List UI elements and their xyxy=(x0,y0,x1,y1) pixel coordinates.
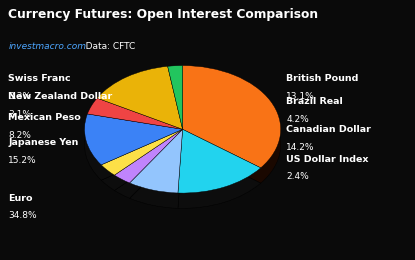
Text: 2.4%: 2.4% xyxy=(286,172,309,181)
Text: 15.2%: 15.2% xyxy=(8,156,37,165)
Text: 13.1%: 13.1% xyxy=(286,92,315,101)
Wedge shape xyxy=(97,66,183,129)
Wedge shape xyxy=(85,129,183,180)
Text: New Zealand Dollar: New Zealand Dollar xyxy=(8,92,112,101)
Text: 3.1%: 3.1% xyxy=(8,110,31,119)
Wedge shape xyxy=(115,145,183,198)
Text: US Dollar Index: US Dollar Index xyxy=(286,155,369,164)
Wedge shape xyxy=(129,145,183,208)
Text: Currency Futures: Open Interest Comparison: Currency Futures: Open Interest Comparis… xyxy=(8,8,318,21)
Wedge shape xyxy=(88,113,183,145)
Wedge shape xyxy=(168,81,183,145)
Wedge shape xyxy=(115,129,183,183)
Wedge shape xyxy=(129,129,183,193)
Text: 3.3%: 3.3% xyxy=(8,92,31,101)
Wedge shape xyxy=(168,66,183,129)
Text: Data: CFTC: Data: CFTC xyxy=(77,42,135,51)
Text: 34.8%: 34.8% xyxy=(8,211,37,220)
Wedge shape xyxy=(101,145,183,190)
Text: Japanese Yen: Japanese Yen xyxy=(8,138,79,147)
Text: Canadian Dollar: Canadian Dollar xyxy=(286,125,371,134)
Wedge shape xyxy=(178,145,261,208)
Text: 14.2%: 14.2% xyxy=(286,143,315,152)
Text: investmacro.com: investmacro.com xyxy=(8,42,86,51)
Wedge shape xyxy=(101,129,183,175)
Text: Brazil Real: Brazil Real xyxy=(286,98,343,107)
Text: British Pound: British Pound xyxy=(286,74,359,83)
Wedge shape xyxy=(88,98,183,129)
Wedge shape xyxy=(183,66,281,168)
Text: 4.2%: 4.2% xyxy=(286,115,309,124)
Wedge shape xyxy=(178,129,261,193)
Text: Euro: Euro xyxy=(8,194,33,203)
Wedge shape xyxy=(97,82,183,145)
Text: Swiss Franc: Swiss Franc xyxy=(8,74,71,83)
Wedge shape xyxy=(183,81,281,183)
Text: 8.2%: 8.2% xyxy=(8,131,31,140)
Wedge shape xyxy=(85,114,183,165)
Text: Mexican Peso: Mexican Peso xyxy=(8,113,81,122)
